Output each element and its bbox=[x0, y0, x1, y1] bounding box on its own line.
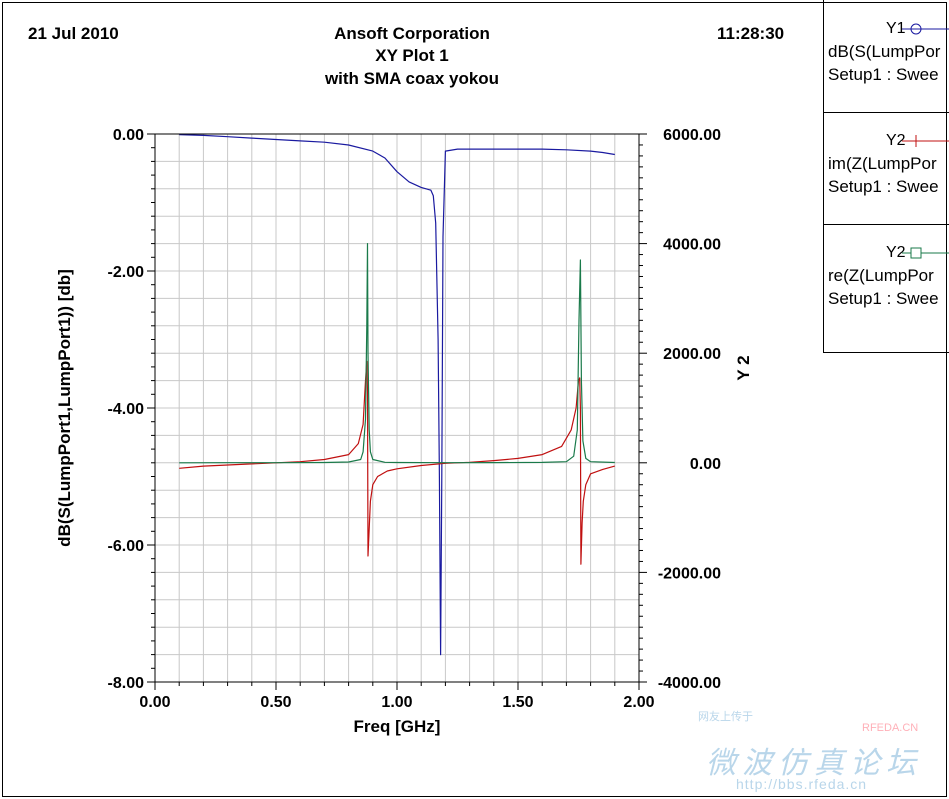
grid bbox=[155, 134, 639, 682]
watermark-brand: RFEDA.CN bbox=[862, 722, 919, 734]
xy-plot: 0.00 0.50 1.00 1.50 2.00 0.00 -2.00 -4.00 -6.00 -… bbox=[55, 127, 753, 736]
legend-expression: dB(S(LumpPor bbox=[828, 42, 941, 61]
s11-db-line bbox=[179, 134, 615, 656]
watermark-upload-text: 网友上传于 bbox=[698, 711, 753, 723]
x-tick-label: 1.00 bbox=[381, 694, 412, 711]
series-layer bbox=[179, 134, 615, 656]
legend-setup: Setup1 : Swee bbox=[828, 65, 939, 84]
legend-setup: Setup1 : Swee bbox=[828, 177, 939, 196]
plot-time: 11:28:30 bbox=[717, 24, 785, 43]
y-right-tick-label: 0.00 bbox=[690, 456, 721, 473]
x-tick-label: 1.50 bbox=[502, 694, 533, 711]
y-left-tick-label: -4.00 bbox=[108, 401, 145, 418]
square-marker-icon bbox=[902, 247, 949, 259]
y-left-tick-label: 0.00 bbox=[113, 127, 144, 144]
legend-expression: re(Z(LumpPor bbox=[828, 266, 934, 285]
x-tick-label: 0.50 bbox=[260, 694, 291, 711]
legend-panel: Y1 dB(S(LumpPor Setup1 : Swee Y2 im(Z(Lu… bbox=[823, 0, 949, 353]
axes-layer bbox=[147, 133, 647, 690]
y-left-tick-label: -8.00 bbox=[108, 675, 145, 692]
y-left-axis-title: dB(S(LumpPort1,LumpPort1)) [db] bbox=[55, 269, 74, 547]
x-axis-title: Freq [GHz] bbox=[354, 717, 441, 736]
legend-expression: im(Z(LumpPor bbox=[828, 154, 937, 173]
watermark-chinese: 微波仿真论坛 bbox=[706, 747, 922, 780]
legend-entry-2[interactable]: Y2 im(Z(LumpPor Setup1 : Swee bbox=[824, 112, 949, 225]
watermark-url: http://bbs.rfeda.cn bbox=[736, 776, 868, 792]
legend-axis-label: Y2 bbox=[886, 132, 906, 149]
plot-date: 21 Jul 2010 bbox=[28, 24, 119, 43]
y-left-tick-label: -2.00 bbox=[108, 264, 145, 281]
im-z-line bbox=[179, 360, 615, 565]
y-right-axis-title: Y 2 bbox=[734, 355, 753, 380]
legend-entry-3[interactable]: Y2 re(Z(LumpPor Setup1 : Swee bbox=[824, 224, 949, 351]
y-right-tick-label: 4000.00 bbox=[663, 237, 721, 254]
y-right-tick-label: 6000.00 bbox=[663, 127, 721, 144]
re-z-line bbox=[179, 243, 615, 464]
legend-entry-1[interactable]: Y1 dB(S(LumpPor Setup1 : Swee bbox=[824, 0, 949, 113]
plus-marker-icon bbox=[902, 135, 949, 147]
legend-setup: Setup1 : Swee bbox=[828, 289, 939, 308]
plot-subtitle: with SMA coax yokou bbox=[324, 69, 500, 88]
y-left-tick-label: -6.00 bbox=[108, 538, 145, 555]
labels-layer: 0.00 0.50 1.00 1.50 2.00 0.00 -2.00 -4.00 -6.00 -… bbox=[55, 127, 753, 736]
legend-axis-label: Y2 bbox=[886, 244, 906, 261]
y-right-tick-label: -2000.00 bbox=[658, 565, 721, 582]
plot-company: Ansoft Corporation bbox=[334, 24, 490, 43]
x-tick-label: 0.00 bbox=[139, 694, 170, 711]
circle-marker-icon bbox=[902, 23, 949, 35]
legend-axis-label: Y1 bbox=[886, 20, 906, 37]
plot-title: XY Plot 1 bbox=[375, 46, 449, 65]
y-right-tick-label: 2000.00 bbox=[663, 346, 721, 363]
x-tick-label: 2.00 bbox=[623, 694, 654, 711]
y-right-tick-label: -4000.00 bbox=[658, 675, 721, 692]
